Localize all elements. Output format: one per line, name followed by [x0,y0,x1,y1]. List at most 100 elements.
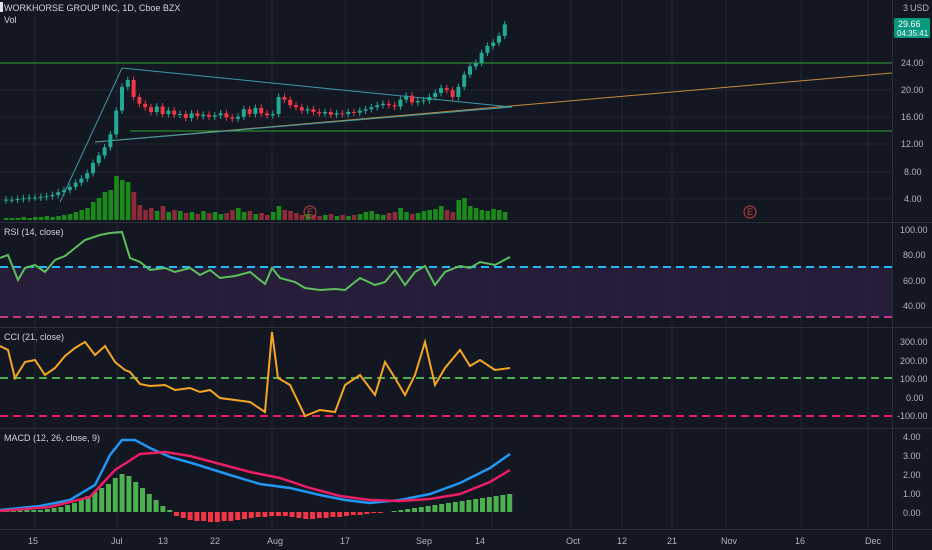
rsi-tick: 60.00 [903,276,926,286]
signal-line [0,450,511,513]
time-axis[interactable]: 15 Jul 13 22 Aug 17 Sep 14 Oct 12 21 Nov 16 Dec [28,536,882,546]
volume-bar [352,215,357,220]
macd-histogram-bar [480,498,485,512]
volume-bar [410,214,415,220]
macd-histogram-bar [425,506,431,512]
candle [212,115,217,117]
macd-histogram-bar [194,512,200,521]
volume-bar [276,206,282,220]
scale-multiplier: 3 [903,3,908,13]
cci-axis[interactable]: 300.00 200.00 100.00 0.00 -100.00 [897,337,928,421]
candle [398,99,403,107]
volume-bar [311,215,316,220]
time-tick: Aug [267,536,283,546]
macd-histogram-bar [282,512,288,516]
rsi-axis[interactable]: 100.00 80.00 60.00 40.00 [900,225,928,311]
volume-bar [433,209,438,220]
candle [131,80,136,97]
volume-bar [346,216,351,220]
candle [160,106,165,114]
candle [62,190,66,193]
macd-histogram-bar [167,510,173,512]
macd-histogram-bar [391,511,397,512]
candle [143,103,148,108]
volume-bar [172,210,177,220]
candle [195,113,200,117]
volume-bar [33,217,38,220]
macd-tick: 1.00 [903,489,921,499]
volume-bar [21,217,26,220]
candle [317,111,322,114]
volume-bar [253,214,258,220]
macd-histogram-bar [187,512,193,520]
macd-histogram-bar [85,496,91,512]
macd-histogram-bar [153,500,159,512]
time-tick: 16 [795,536,805,546]
volume-bar [485,211,490,220]
price-axis[interactable]: 24.00 20.00 16.00 12.00 8.00 4.00 [901,58,924,204]
macd-histogram-bar [235,512,241,520]
candle [270,114,275,116]
candle [85,173,90,179]
volume-bar [462,198,467,220]
candle [33,197,37,199]
volume-bar [427,210,432,220]
earnings-marker[interactable]: E [743,205,757,219]
candle [96,155,101,163]
macd-histogram-bar [466,500,472,512]
macd-line [0,438,511,512]
macd-axis[interactable]: 4.00 3.00 2.00 1.00 0.00 [903,432,921,518]
candle [468,66,472,75]
volume-bar [398,208,403,220]
candle [4,199,8,201]
cci-tick: 100.00 [900,374,928,384]
earnings-marker[interactable]: E [303,205,317,219]
volume-bar [15,218,21,220]
candle [282,97,287,100]
candle [230,117,235,119]
candle [363,109,368,111]
svg-text:29.66: 29.66 [898,19,921,29]
volume-bar [102,192,108,220]
candle [189,113,194,119]
volume-bar [137,205,142,220]
candle [288,99,293,106]
volume-bar [218,214,224,220]
candle [178,114,182,115]
candle [259,107,264,114]
volume-bar [334,216,340,220]
macd-histogram-bar [146,494,152,512]
volume-bar [288,211,293,220]
macd-tick: 0.00 [903,508,921,518]
time-tick: 12 [617,536,627,546]
macd-histogram-bar [412,508,417,512]
svg-text:E: E [747,207,753,217]
macd-histogram-bar [303,512,309,519]
macd-histogram-bar [323,512,329,518]
candle [375,105,380,108]
volume-bar [44,216,50,220]
volume-bar [294,213,299,220]
macd-histogram-bar [507,494,513,512]
volume-bar [270,212,276,220]
volume-bar [125,182,131,220]
candle [415,101,420,103]
macd-histogram-bar [500,495,506,512]
macd-histogram-bar [24,510,30,512]
volume-bar [224,213,229,220]
candle [79,178,84,183]
volume-bar [38,217,44,220]
candle [38,196,43,198]
volume-bar [230,210,235,220]
macd-histogram-bar [350,512,356,515]
macd-histogram-bar [99,488,105,512]
volume-bar [120,180,125,220]
candle [369,107,374,110]
macd-histogram-bar [242,512,247,519]
volume-bar [340,215,345,220]
macd-title: MACD (12, 26, close, 9) [4,433,100,443]
macd-histogram-bar [493,496,499,512]
macd-histogram-bar [174,512,179,516]
volume-bar [91,202,96,220]
